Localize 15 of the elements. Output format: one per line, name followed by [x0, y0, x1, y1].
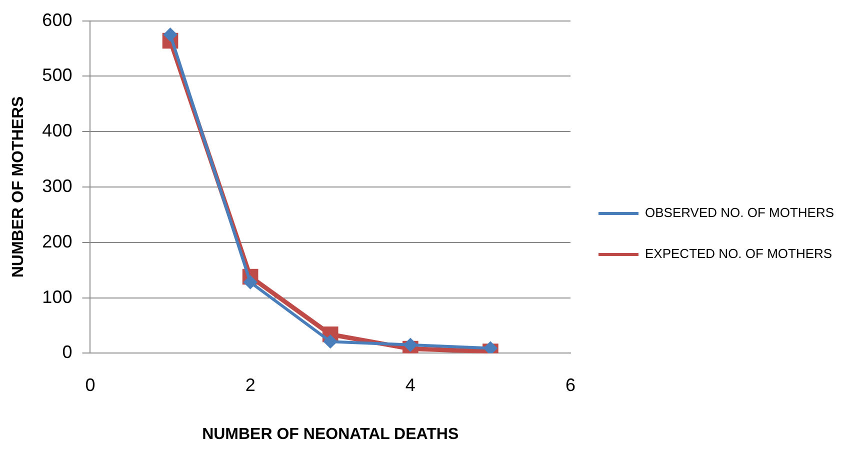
x-axis-title: NUMBER OF NEONATAL DEATHS — [202, 426, 459, 443]
y-tick-label: 500 — [42, 65, 72, 86]
y-tick-label: 100 — [42, 286, 72, 307]
x-tick-label: 4 — [405, 374, 416, 395]
y-tick-label: 600 — [42, 10, 72, 30]
x-tick-label: 6 — [565, 374, 576, 395]
y-axis-title: NUMBER OF MOTHERS — [10, 96, 28, 278]
x-tick-label: 0 — [85, 374, 96, 395]
y-tick-label: 200 — [42, 231, 72, 252]
y-tick-label: 400 — [42, 120, 72, 141]
y-tick-label: 300 — [42, 176, 72, 196]
legend-label: OBSERVED NO. OF MOTHERS — [644, 205, 834, 220]
x-tick-label: 2 — [245, 374, 256, 395]
y-tick-label: 0 — [62, 342, 72, 362]
legend-label: EXPECTED NO. OF MOTHERS — [644, 246, 832, 262]
